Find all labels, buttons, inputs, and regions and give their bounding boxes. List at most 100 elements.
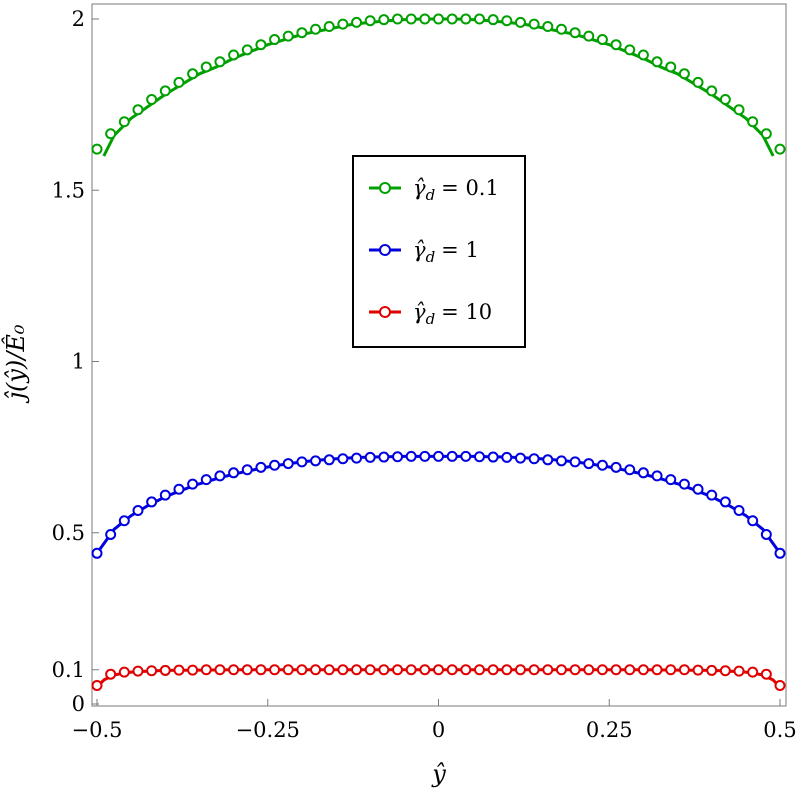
data-point (405, 13, 417, 25)
data-point (706, 85, 718, 97)
data-point (706, 664, 718, 676)
data-point (241, 464, 253, 476)
data-point (337, 18, 349, 30)
data-point (269, 459, 281, 471)
data-point (487, 664, 499, 676)
data-point (624, 44, 636, 56)
data-point (173, 664, 185, 676)
data-point (200, 664, 212, 676)
legend-value: = 1 (441, 238, 479, 262)
data-point (665, 61, 677, 73)
data-point (665, 474, 677, 486)
data-point (460, 13, 472, 25)
data-point (555, 455, 567, 467)
data-point (774, 143, 786, 155)
data-point (665, 664, 677, 676)
data-point (364, 15, 376, 27)
data-point (282, 30, 294, 42)
data-point (514, 664, 526, 676)
data-point (419, 450, 431, 462)
data-point (528, 18, 540, 30)
data-point (460, 664, 472, 676)
data-point (364, 451, 376, 463)
legend-swatch-marker (379, 306, 391, 318)
data-point (173, 76, 185, 88)
data-point (610, 39, 622, 51)
data-point (296, 27, 308, 39)
data-point (351, 452, 363, 464)
data-point (637, 49, 649, 61)
y-axis-ticks: 0 0.1 0.5 1 1.5 2 (52, 7, 99, 716)
data-point (446, 664, 458, 676)
data-point (610, 461, 622, 473)
legend-label: γ̂d = 0.1 (413, 176, 499, 204)
data-point (132, 104, 144, 116)
series-0 (91, 13, 786, 157)
data-point (351, 16, 363, 28)
data-point (733, 665, 745, 677)
data-point (747, 515, 759, 527)
data-point (542, 21, 554, 33)
series-2 (91, 664, 786, 691)
data-point (651, 470, 663, 482)
data-point (310, 23, 322, 35)
data-point (392, 451, 404, 463)
data-point (405, 664, 417, 676)
data-point (555, 664, 567, 676)
data-point (118, 515, 130, 527)
data-point (118, 116, 130, 128)
data-point (351, 664, 363, 676)
data-point (241, 664, 253, 676)
data-point (228, 664, 240, 676)
data-point (747, 666, 759, 678)
data-point (624, 464, 636, 476)
data-point (105, 128, 117, 140)
data-point (173, 483, 185, 495)
data-point (310, 455, 322, 467)
x-tick-label: −0.5 (72, 718, 123, 742)
data-point (323, 454, 335, 466)
data-point (569, 664, 581, 676)
data-point (105, 528, 117, 540)
data-point (255, 39, 267, 51)
data-point (528, 664, 540, 676)
data-point (473, 13, 485, 25)
data-point (528, 453, 540, 465)
data-point (733, 504, 745, 516)
data-point (200, 61, 212, 73)
data-point (514, 16, 526, 28)
data-point (91, 680, 103, 691)
data-point (692, 76, 704, 88)
legend-symbol: γ̂ (413, 300, 426, 324)
data-point (214, 470, 226, 482)
data-point (337, 664, 349, 676)
data-point (433, 664, 444, 676)
data-point (487, 14, 499, 26)
data-point (774, 547, 786, 559)
legend-subscript: d (426, 248, 436, 266)
data-point (624, 664, 636, 676)
data-point (187, 478, 199, 490)
data-point (159, 664, 171, 676)
legend-swatch-marker (379, 244, 391, 256)
data-point (146, 665, 158, 677)
y-tick-label: 1.5 (52, 178, 85, 202)
data-point (719, 93, 731, 105)
data-point (241, 44, 253, 56)
data-point (637, 664, 649, 676)
data-point (446, 13, 458, 25)
data-point (405, 450, 417, 462)
data-point (473, 664, 485, 676)
data-point (501, 664, 513, 676)
legend-value: = 0.1 (441, 176, 499, 200)
data-point (337, 453, 349, 465)
data-point (323, 21, 335, 33)
data-point (555, 23, 567, 35)
series-1 (91, 450, 786, 559)
legend: γ̂d = 0.1γ̂d = 1γ̂d = 10 (352, 155, 526, 348)
data-point (692, 483, 704, 495)
data-point (91, 143, 103, 155)
y-tick-label: 0.1 (52, 658, 85, 682)
data-point (296, 456, 308, 468)
data-point (419, 664, 431, 676)
